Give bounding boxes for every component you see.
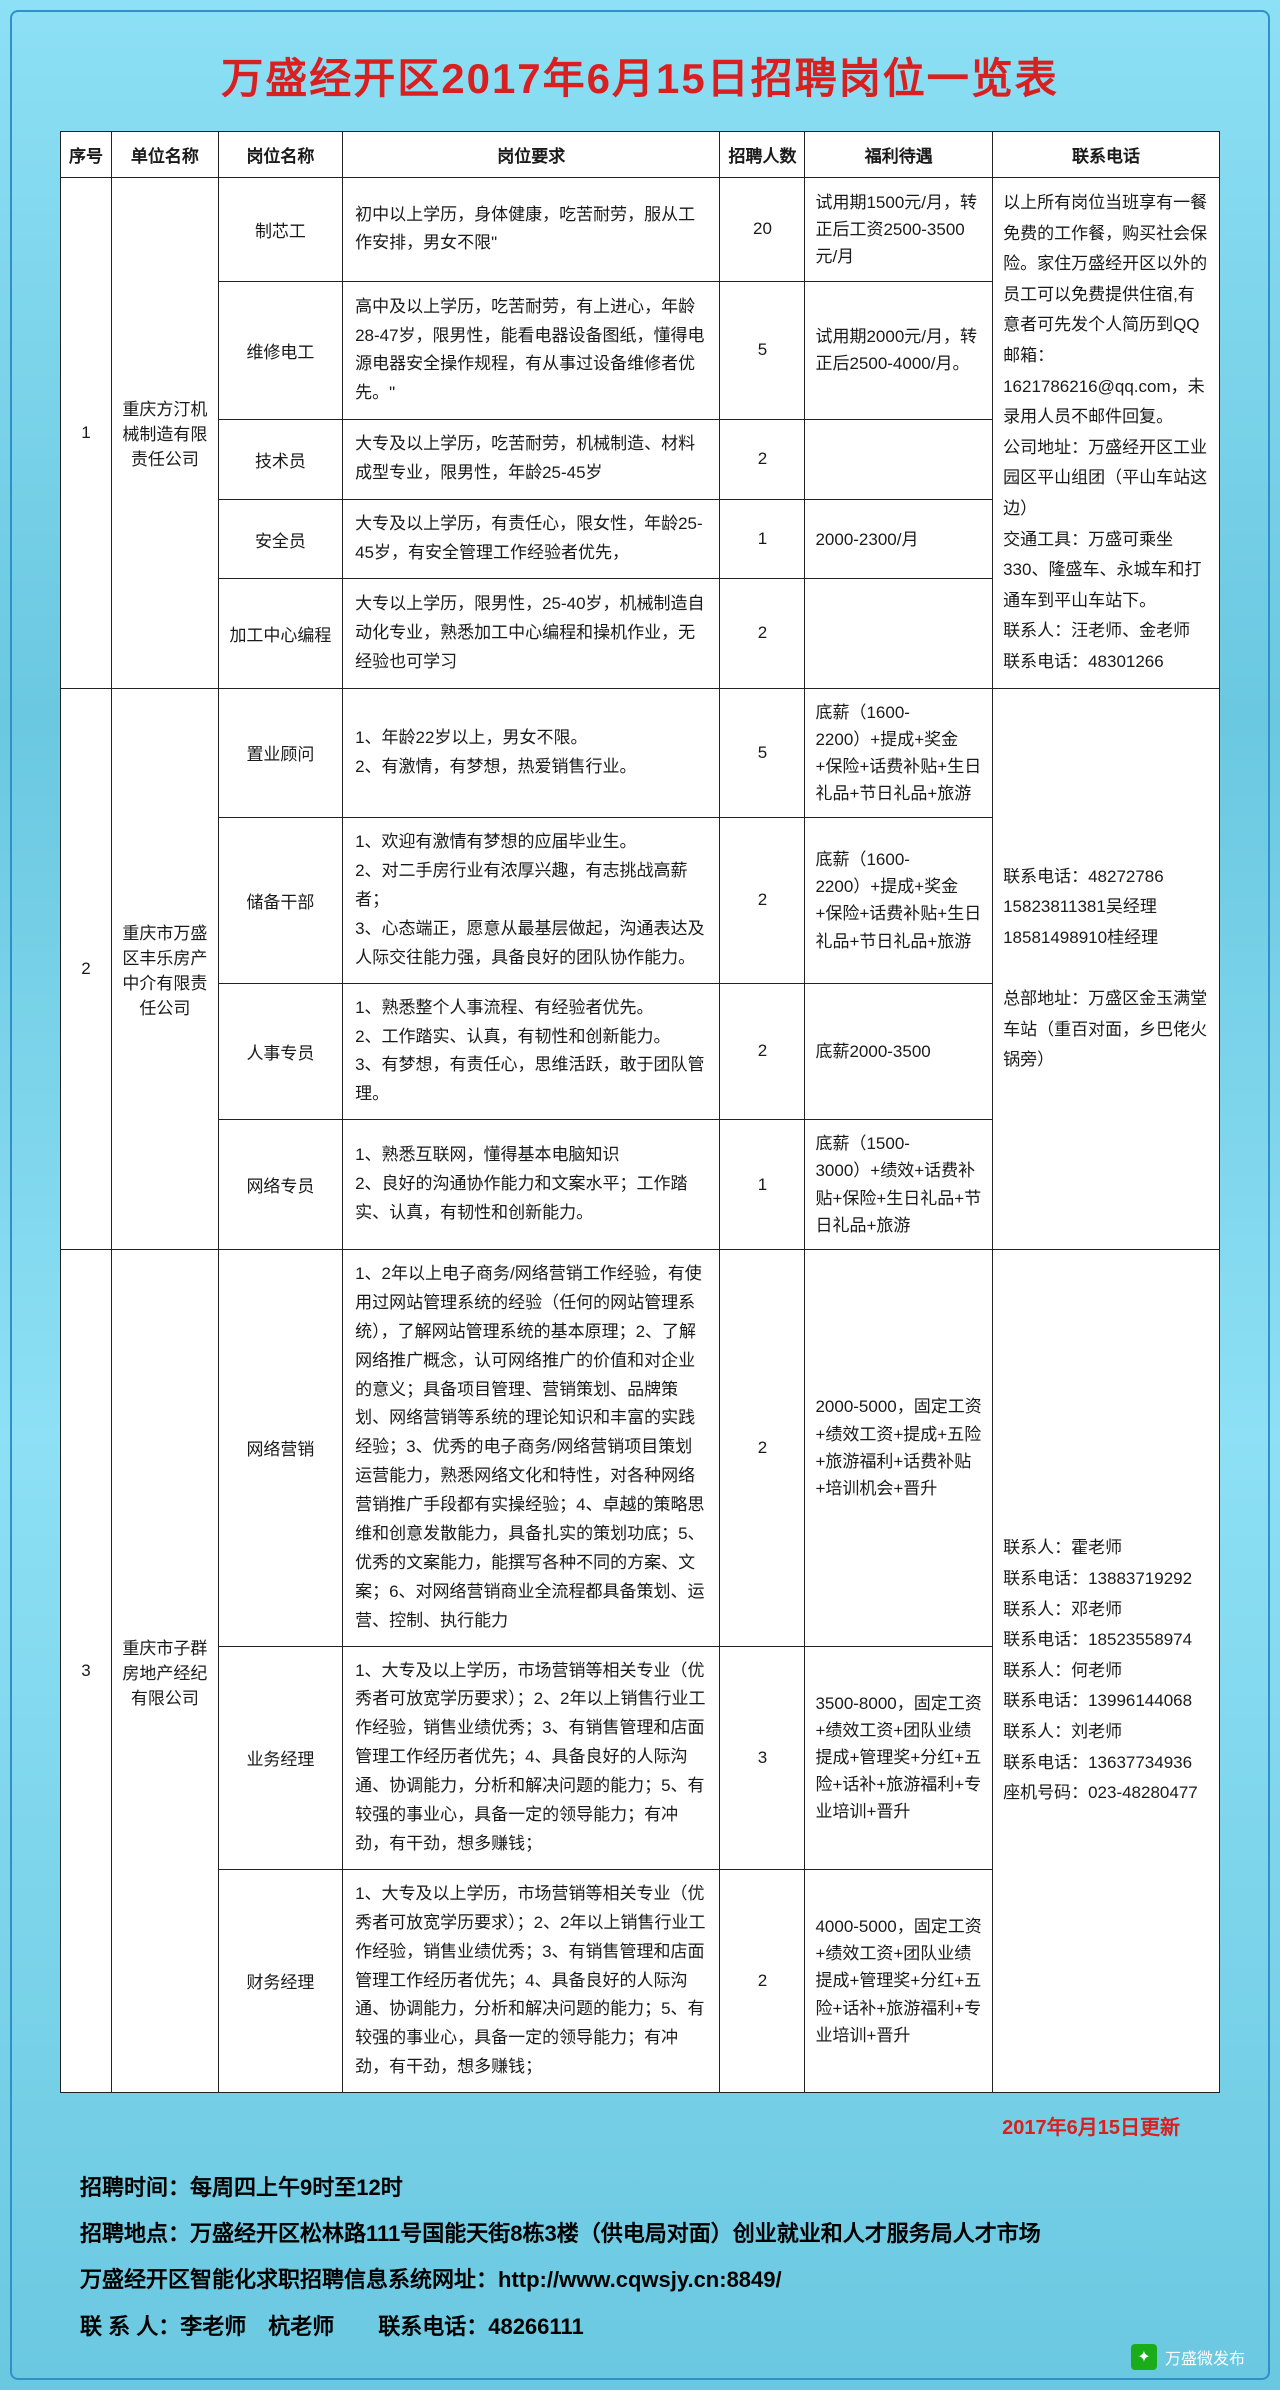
cell-position: 财务经理 xyxy=(218,1869,342,2092)
th-benefits: 福利待遇 xyxy=(805,132,993,178)
cell-requirements: 1、2年以上电子商务/网络营销工作经验，有使用过网站管理系统的经验（任何的网站管… xyxy=(343,1250,720,1647)
cell-position: 储备干部 xyxy=(218,818,342,983)
footer: 招聘时间：每周四上午9时至12时 招聘地点：万盛经开区松林路111号国能天街8栋… xyxy=(80,2165,1200,2350)
th-seq: 序号 xyxy=(61,132,112,178)
cell-contact: 联系人：霍老师 联系电话：13883719292 联系人：邓老师 联系电话：18… xyxy=(993,1250,1220,2093)
cell-benefit: 4000-5000，固定工资+绩效工资+团队业绩提成+管理奖+分红+五险+话补+… xyxy=(805,1869,993,2092)
cell-benefit: 底薪2000-3500 xyxy=(805,983,993,1120)
cell-requirements: 1、欢迎有激情有梦想的应届毕业生。 2、对二手房行业有浓厚兴趣，有志挑战高薪者；… xyxy=(343,818,720,983)
cell-benefit: 底薪（1600-2200）+提成+奖金+保险+话费补贴+生日礼品+节日礼品+旅游 xyxy=(805,818,993,983)
cell-requirements: 1、大专及以上学历，市场营销等相关专业（优秀者可放宽学历要求）；2、2年以上销售… xyxy=(343,1869,720,2092)
cell-position: 人事专员 xyxy=(218,983,342,1120)
cell-requirements: 1、熟悉互联网，懂得基本电脑知识 2、良好的沟通协作能力和文案水平；工作踏实、认… xyxy=(343,1120,720,1250)
cell-company: 重庆市万盛区丰乐房产中介有限责任公司 xyxy=(112,688,219,1250)
poster: 万盛经开区2017年6月15日招聘岗位一览表 序号 单位名称 岗位名称 岗位要求… xyxy=(0,0,1280,2390)
table-container: 序号 单位名称 岗位名称 岗位要求 招聘人数 福利待遇 联系电话 1重庆方汀机械… xyxy=(60,131,1220,2093)
cell-count: 1 xyxy=(720,499,805,579)
th-count: 招聘人数 xyxy=(720,132,805,178)
footer-location: 招聘地点：万盛经开区松林路111号国能天街8栋3楼（供电局对面）创业就业和人才服… xyxy=(80,2211,1200,2257)
th-company: 单位名称 xyxy=(112,132,219,178)
cell-contact: 联系电话：48272786 15823811381吴经理 18581498910… xyxy=(993,688,1220,1250)
cell-benefit xyxy=(805,579,993,688)
cell-count: 2 xyxy=(720,983,805,1120)
table-row: 1重庆方汀机械制造有限责任公司制芯工初中以上学历，身体健康，吃苦耐劳，服从工作安… xyxy=(61,178,1220,282)
cell-count: 5 xyxy=(720,688,805,818)
cell-position: 维修电工 xyxy=(218,281,342,419)
cell-benefit: 底薪（1500-3000）+绩效+话费补贴+保险+生日礼品+节日礼品+旅游 xyxy=(805,1120,993,1250)
cell-position: 技术员 xyxy=(218,420,342,500)
table-row: 3重庆市子群房地产经纪有限公司网络营销1、2年以上电子商务/网络营销工作经验，有… xyxy=(61,1250,1220,1647)
cell-benefit: 2000-5000，固定工资+绩效工资+提成+五险+旅游福利+话费补贴+培训机会… xyxy=(805,1250,993,1647)
cell-count: 2 xyxy=(720,420,805,500)
cell-benefit: 试用期2000元/月，转正后2500-4000/月。 xyxy=(805,281,993,419)
cell-benefit: 2000-2300/月 xyxy=(805,499,993,579)
cell-count: 2 xyxy=(720,1869,805,2092)
cell-count: 2 xyxy=(720,579,805,688)
cell-requirements: 1、大专及以上学历，市场营销等相关专业（优秀者可放宽学历要求）；2、2年以上销售… xyxy=(343,1646,720,1869)
cell-position: 网络专员 xyxy=(218,1120,342,1250)
th-position: 岗位名称 xyxy=(218,132,342,178)
page-title: 万盛经开区2017年6月15日招聘岗位一览表 xyxy=(40,45,1240,106)
cell-benefit: 底薪（1600-2200）+提成+奖金+保险+话费补贴+生日礼品+节日礼品+旅游 xyxy=(805,688,993,818)
cell-position: 置业顾问 xyxy=(218,688,342,818)
cell-seq: 3 xyxy=(61,1250,112,2093)
cell-requirements: 1、熟悉整个人事流程、有经验者优先。 2、工作踏实、认真，有韧性和创新能力。 3… xyxy=(343,983,720,1120)
cell-count: 2 xyxy=(720,818,805,983)
cell-position: 加工中心编程 xyxy=(218,579,342,688)
cell-requirements: 初中以上学历，身体健康，吃苦耐劳，服从工作安排，男女不限" xyxy=(343,178,720,282)
cell-seq: 2 xyxy=(61,688,112,1250)
th-requirements: 岗位要求 xyxy=(343,132,720,178)
cell-position: 制芯工 xyxy=(218,178,342,282)
cell-position: 网络营销 xyxy=(218,1250,342,1647)
cell-contact: 以上所有岗位当班享有一餐免费的工作餐，购买社会保险。家住万盛经开区以外的员工可以… xyxy=(993,178,1220,689)
recruitment-table: 序号 单位名称 岗位名称 岗位要求 招聘人数 福利待遇 联系电话 1重庆方汀机械… xyxy=(60,131,1220,2093)
wechat-label: 万盛微发布 xyxy=(1165,2345,1245,2369)
cell-count: 1 xyxy=(720,1120,805,1250)
footer-url: 万盛经开区智能化求职招聘信息系统网址：http://www.cqwsjy.cn:… xyxy=(80,2257,1200,2303)
cell-requirements: 大专及以上学历，有责任心，限女性，年龄25-45岁，有安全管理工作经验者优先， xyxy=(343,499,720,579)
cell-count: 2 xyxy=(720,1250,805,1647)
cell-requirements: 1、年龄22岁以上，男女不限。 2、有激情，有梦想，热爱销售行业。 xyxy=(343,688,720,818)
table-row: 2重庆市万盛区丰乐房产中介有限责任公司置业顾问1、年龄22岁以上，男女不限。 2… xyxy=(61,688,1220,818)
cell-requirements: 大专以上学历，限男性，25-40岁，机械制造自动化专业，熟悉加工中心编程和操机作… xyxy=(343,579,720,688)
cell-count: 5 xyxy=(720,281,805,419)
wechat-icon: ✦ xyxy=(1131,2344,1157,2370)
cell-count: 3 xyxy=(720,1646,805,1869)
cell-requirements: 大专及以上学历，吃苦耐劳，机械制造、材料成型专业，限男性，年龄25-45岁 xyxy=(343,420,720,500)
cell-seq: 1 xyxy=(61,178,112,689)
cell-position: 安全员 xyxy=(218,499,342,579)
cell-count: 20 xyxy=(720,178,805,282)
cell-company: 重庆市子群房地产经纪有限公司 xyxy=(112,1250,219,2093)
update-note: 2017年6月15日更新 xyxy=(40,2111,1180,2140)
footer-time: 招聘时间：每周四上午9时至12时 xyxy=(80,2165,1200,2211)
cell-company: 重庆方汀机械制造有限责任公司 xyxy=(112,178,219,689)
cell-benefit: 试用期1500元/月，转正后工资2500-3500元/月 xyxy=(805,178,993,282)
cell-requirements: 高中及以上学历，吃苦耐劳，有上进心，年龄28-47岁，限男性，能看电器设备图纸，… xyxy=(343,281,720,419)
wechat-badge: ✦ 万盛微发布 xyxy=(1131,2344,1245,2370)
cell-benefit xyxy=(805,420,993,500)
cell-benefit: 3500-8000，固定工资+绩效工资+团队业绩提成+管理奖+分红+五险+话补+… xyxy=(805,1646,993,1869)
footer-contact: 联 系 人：李老师 杭老师 联系电话：48266111 xyxy=(80,2304,1200,2350)
th-contact: 联系电话 xyxy=(993,132,1220,178)
cell-position: 业务经理 xyxy=(218,1646,342,1869)
